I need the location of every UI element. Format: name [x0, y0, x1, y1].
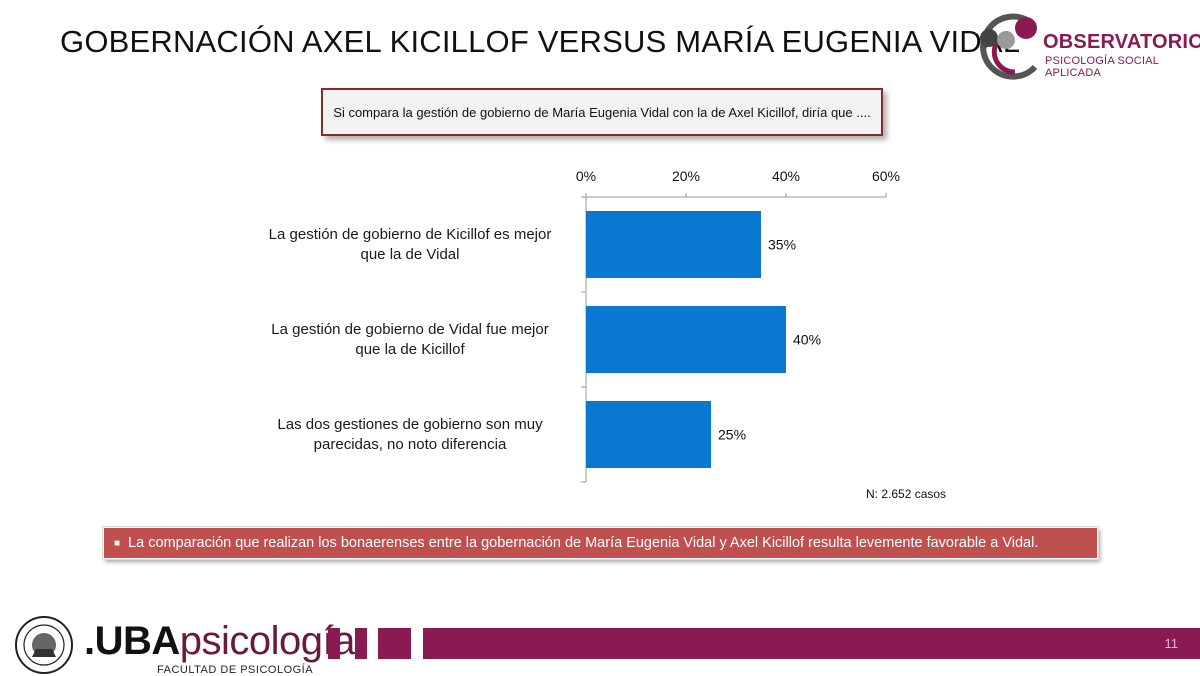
- footer-square-1: [328, 628, 340, 659]
- category-label: La gestión de gobierno de Vidal fue mejo…: [250, 320, 570, 360]
- bar: [586, 401, 711, 468]
- question-text: Si compara la gestión de gobierno de Mar…: [333, 104, 871, 120]
- footer-square-3: [378, 628, 411, 659]
- x-tick-label: 60%: [872, 168, 900, 184]
- observatorio-logo: OBSERVATORIO PSICOLOGÍA SOCIAL APLICADA: [975, 12, 1200, 87]
- x-tick-label: 0%: [576, 168, 596, 184]
- category-label-line: que la de Kicillof: [355, 340, 465, 358]
- footer-bar: 11: [423, 628, 1200, 659]
- x-tick-label: 20%: [672, 168, 700, 184]
- observatorio-name: OBSERVATORIO: [1043, 31, 1200, 53]
- university-seal-icon: [15, 616, 73, 674]
- page-title: GOBERNACIÓN AXEL KICILLOF VERSUS MARÍA E…: [60, 24, 1021, 59]
- bar: [586, 211, 761, 278]
- category-label-line: parecidas, no noto diferencia: [313, 435, 507, 453]
- bar-value-label: 25%: [718, 427, 746, 443]
- observatorio-subtitle: PSICOLOGÍA SOCIAL APLICADA: [1045, 55, 1159, 79]
- bullet-icon: ■: [114, 537, 121, 549]
- category-label-line: Las dos gestiones de gobierno son muy: [277, 415, 543, 433]
- category-label: La gestión de gobierno de Kicillof es me…: [250, 225, 570, 265]
- uba-wordmark: .UBApsicología: [84, 619, 355, 663]
- category-label-line: La gestión de gobierno de Vidal fue mejo…: [271, 320, 549, 338]
- category-label-line: La gestión de gobierno de Kicillof es me…: [268, 225, 552, 243]
- category-label-line: que la de Vidal: [360, 245, 460, 263]
- uba-logo: .UBApsicología FACULTAD DE PSICOLOGÍA: [12, 615, 355, 676]
- bar-value-label: 40%: [793, 332, 821, 348]
- conclusion-text: La comparación que realizan los bonaeren…: [128, 535, 1039, 551]
- sample-size-note: N: 2.652 casos: [866, 487, 947, 501]
- category-label: Las dos gestiones de gobierno son muy par…: [250, 415, 570, 455]
- footer-square-2: [355, 628, 367, 659]
- faculty-name: FACULTAD DE PSICOLOGÍA: [157, 664, 314, 676]
- observatorio-emblem-icon: [980, 13, 1038, 80]
- page-number: 11: [1164, 636, 1179, 651]
- x-tick-label: 40%: [772, 168, 800, 184]
- bar: [586, 306, 786, 373]
- question-box: Si compara la gestión de gobierno de Mar…: [321, 88, 883, 136]
- bar-value-label: 35%: [768, 237, 796, 253]
- conclusion-banner: ■ La comparación que realizan los bonaer…: [102, 526, 1099, 560]
